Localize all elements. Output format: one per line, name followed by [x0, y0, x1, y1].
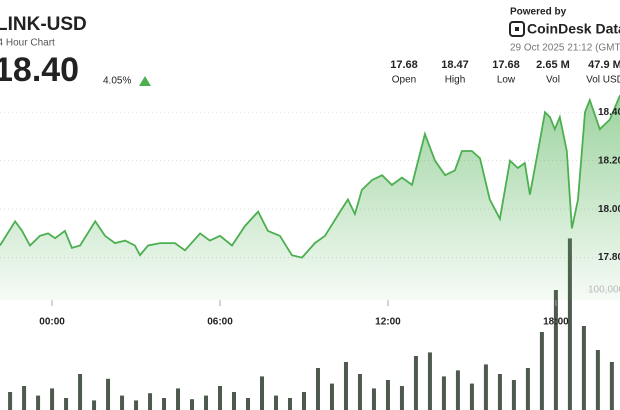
volume-bar: [162, 398, 167, 410]
x-tick-label: 00:00: [39, 317, 65, 328]
price-line: [0, 94, 620, 259]
stat-label: High: [445, 75, 466, 86]
volume-bar: [36, 395, 41, 410]
volume-bar: [259, 376, 264, 410]
title: LINK-USD: [0, 14, 87, 35]
y-tick-label: 18.40: [598, 107, 620, 118]
stats: 17.68 Open 18.47 High 17.68 Low 2.65 M Vol 47.9 …: [390, 59, 620, 86]
volume-bar: [134, 400, 139, 410]
powered-by: Powered by: [510, 7, 567, 18]
stat-value: 2.65 M: [536, 59, 570, 71]
x-tick-label: 18:00: [543, 317, 569, 328]
y-tick-label: 18.20: [598, 155, 620, 166]
volume-bar: [176, 388, 181, 410]
volume-bar: [455, 370, 460, 410]
x-tick-label: 12:00: [375, 317, 401, 328]
volume-bar: [497, 374, 502, 410]
last-price: 18.40: [0, 51, 79, 89]
stat-value: 18.47: [441, 59, 469, 71]
volume-bar: [469, 383, 474, 410]
volume-bar: [315, 368, 320, 410]
volume-bar: [511, 380, 516, 410]
stat-value: 17.68: [492, 59, 520, 71]
volume-bar: [50, 388, 55, 410]
volume-bar: [204, 395, 209, 410]
volume-bar: [148, 393, 153, 410]
stat-label: Vol USD: [586, 75, 620, 86]
volume-bar: [8, 392, 13, 410]
volume-bar: [120, 395, 125, 410]
volume-bar: [609, 362, 614, 410]
stat-value: 17.68: [390, 59, 418, 71]
volume-bar: [441, 376, 446, 410]
volume-bar: [92, 400, 97, 410]
volume-bar: [343, 362, 348, 410]
volume-bar: [64, 398, 69, 410]
price-area: [0, 95, 620, 300]
volume-bar: [399, 386, 404, 410]
stat-label: Open: [392, 75, 416, 86]
plot: 17.80 18.00 18.20 18.40 100,000 00:00 06:00 12:…: [0, 94, 620, 410]
stat-label: Low: [497, 75, 516, 86]
volume-bar: [483, 364, 488, 410]
volume-bar: [581, 326, 586, 410]
volume-bar: [301, 392, 306, 410]
stat-value: 47.9 M: [588, 59, 620, 71]
volume-bar: [78, 374, 83, 410]
subtitle: 24 Hour Chart: [0, 38, 55, 49]
timestamp: 29 Oct 2025 21:12 (GMT): [510, 43, 620, 54]
volume-bar: [287, 398, 292, 410]
volume-bar: [371, 388, 376, 410]
volume-bar: [190, 399, 195, 410]
volume-bar: [246, 398, 250, 410]
brand: CoinDesk Data: [527, 21, 620, 37]
volume-bar: [427, 352, 432, 410]
y-tick-label: 18.00: [598, 204, 620, 215]
volume-bar: [413, 356, 418, 410]
volume-bar: [106, 378, 111, 410]
stat-label: Vol: [546, 75, 560, 86]
volume-bar: [232, 392, 237, 410]
volume-bar: [273, 395, 278, 410]
volume-bar: [539, 332, 544, 410]
change: 4.05%: [103, 76, 131, 87]
volume-bar: [553, 290, 558, 410]
volume-bar: [525, 368, 530, 410]
volume-tick-label: 100,000: [588, 285, 620, 296]
y-tick-label: 17.80: [598, 252, 620, 263]
volume-bar: [567, 238, 572, 410]
logo: [509, 21, 525, 37]
x-tick-label: 06:00: [207, 317, 233, 328]
volume-bar: [22, 386, 27, 410]
volume-bar: [595, 350, 600, 410]
up-arrow: [139, 76, 151, 86]
volume-bar: [357, 374, 362, 410]
volume-bar: [218, 386, 223, 410]
volume-bar: [329, 383, 334, 410]
volume-bar: [385, 380, 390, 410]
